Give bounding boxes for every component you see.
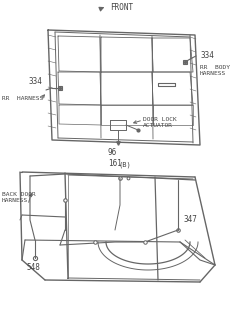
Text: RR  BODY
HARNESS: RR BODY HARNESS (200, 65, 230, 76)
Text: 334: 334 (200, 51, 214, 60)
Text: BACK DOOR
HARNESS: BACK DOOR HARNESS (2, 192, 36, 203)
Text: 347: 347 (183, 215, 197, 225)
Text: 548: 548 (26, 263, 40, 272)
Text: (B): (B) (118, 162, 131, 168)
Text: DOOR LOCK
ACTUATOR: DOOR LOCK ACTUATOR (143, 117, 177, 128)
Text: RR  HARNESS: RR HARNESS (2, 95, 43, 100)
Text: 96: 96 (107, 148, 117, 157)
Text: FRONT: FRONT (110, 3, 133, 12)
Text: 334: 334 (28, 77, 42, 86)
Text: 161: 161 (108, 159, 122, 168)
